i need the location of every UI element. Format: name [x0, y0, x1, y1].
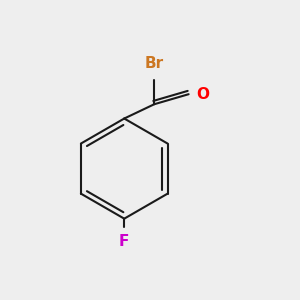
Text: O: O [196, 87, 209, 102]
Text: F: F [119, 234, 129, 249]
Text: Br: Br [145, 56, 164, 71]
